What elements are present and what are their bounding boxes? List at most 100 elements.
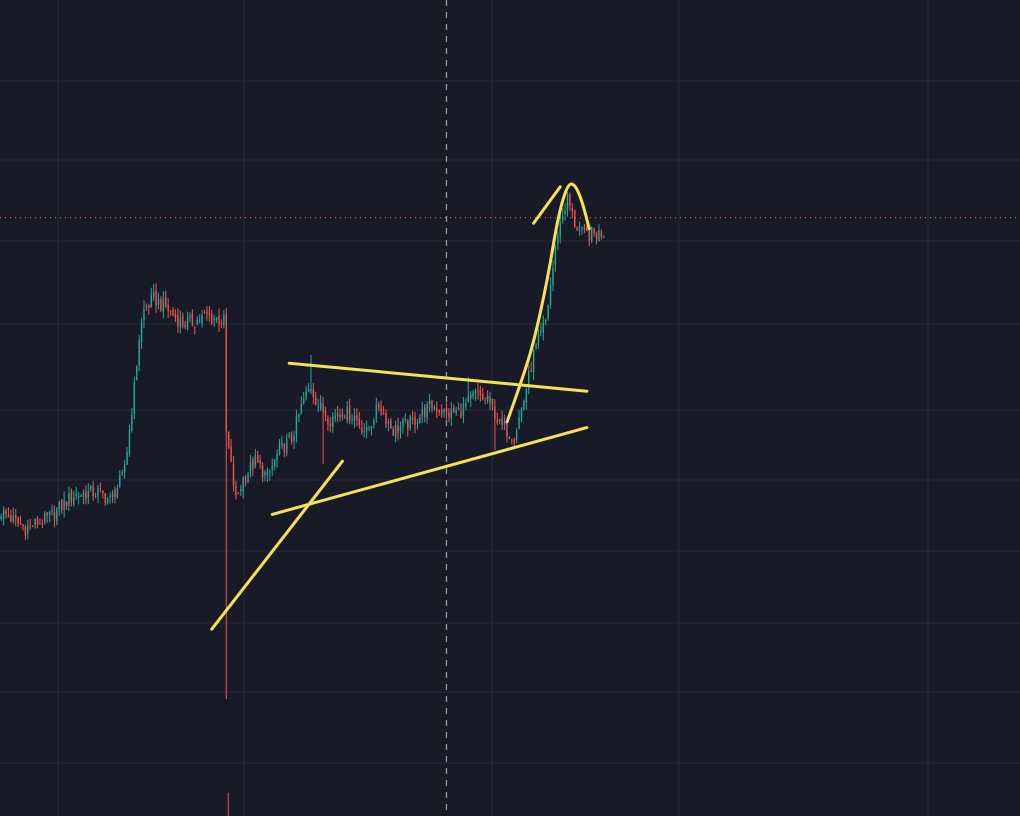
- candle-down: [312, 389, 315, 397]
- candle-up: [419, 416, 421, 424]
- candle-down: [184, 325, 186, 328]
- candle-up: [426, 404, 428, 419]
- candle-down: [230, 446, 232, 462]
- candle-down: [148, 304, 150, 308]
- descending-resistance[interactable]: [287, 361, 589, 393]
- candle-down: [501, 418, 503, 425]
- candle-down: [460, 410, 462, 418]
- candle-up: [409, 416, 411, 429]
- drawings[interactable]: [210, 182, 591, 631]
- candle-down: [24, 527, 27, 536]
- candle-down: [70, 491, 73, 502]
- candle-down: [569, 194, 571, 206]
- candle-up: [223, 314, 225, 326]
- candle-up: [215, 317, 218, 320]
- candle-down: [41, 523, 44, 525]
- candle-up: [68, 493, 70, 507]
- candle-up: [249, 462, 252, 472]
- candle-up: [138, 340, 140, 366]
- candle-up: [525, 389, 528, 402]
- candle-up: [433, 406, 436, 410]
- projection-arrow[interactable]: [505, 182, 591, 424]
- candle-up: [564, 210, 566, 214]
- candle-up: [254, 455, 257, 467]
- candle-down: [382, 412, 385, 414]
- candle-up: [590, 227, 593, 241]
- candle-up: [278, 443, 281, 455]
- candle-up: [198, 320, 201, 322]
- candle-up: [273, 459, 276, 468]
- candle-up: [298, 413, 300, 417]
- candle-up: [462, 403, 465, 416]
- candle-up: [455, 409, 457, 414]
- candle-up: [532, 350, 535, 373]
- candle-down: [10, 514, 12, 522]
- candle-up: [269, 471, 271, 473]
- candle-down: [513, 439, 515, 443]
- candle-up: [368, 428, 370, 430]
- candle-up: [457, 408, 460, 410]
- candle-down: [206, 311, 208, 314]
- candle-down: [482, 393, 484, 400]
- candle-down: [237, 493, 240, 495]
- candle-down: [259, 459, 261, 465]
- candle-up: [58, 501, 61, 510]
- candle-down: [477, 390, 479, 392]
- candle-up: [302, 398, 305, 404]
- candle-down: [336, 413, 339, 417]
- candle-up: [143, 308, 145, 321]
- candle-down: [576, 227, 578, 231]
- ascending-support[interactable]: [270, 426, 589, 516]
- candle-up: [126, 452, 128, 465]
- candle-up: [404, 418, 407, 421]
- candle-down: [203, 312, 206, 314]
- candle-up: [363, 431, 365, 433]
- candle-up: [119, 475, 121, 487]
- candle-down: [225, 313, 227, 432]
- candle-down: [92, 486, 94, 497]
- candle-up: [394, 425, 397, 437]
- steep-trendline[interactable]: [210, 459, 344, 631]
- candle-down: [348, 405, 351, 421]
- candle-up: [515, 430, 518, 440]
- candle-up: [90, 486, 92, 490]
- candle-up: [295, 415, 298, 435]
- candle-up: [266, 471, 269, 475]
- candle-up: [201, 315, 203, 324]
- candle-down: [60, 499, 63, 510]
- candle-up: [428, 400, 431, 404]
- candle-up: [140, 322, 143, 342]
- candle-up: [375, 403, 378, 419]
- candle-up: [540, 330, 542, 333]
- arrowhead-left-stroke[interactable]: [532, 185, 562, 225]
- candle-down: [423, 407, 426, 418]
- candle-down: [15, 514, 17, 518]
- candle-up: [157, 299, 160, 305]
- candle-down: [358, 418, 361, 426]
- candle-up: [421, 409, 424, 417]
- candle-up: [542, 322, 545, 333]
- candle-up: [489, 396, 491, 403]
- candle-up: [56, 508, 58, 522]
- candle-up: [75, 493, 77, 497]
- candle-down: [593, 228, 595, 234]
- candle-down: [448, 411, 450, 417]
- candle-down: [496, 419, 499, 423]
- candle-up: [416, 422, 419, 424]
- candle-up: [557, 235, 559, 244]
- candle-down: [194, 326, 196, 328]
- candle-up: [109, 495, 111, 497]
- candle-up: [51, 509, 53, 512]
- candle-up: [162, 298, 165, 312]
- candle-down: [191, 313, 194, 326]
- candle-up: [351, 419, 353, 421]
- candle-down: [438, 409, 440, 413]
- candle-up: [73, 497, 75, 505]
- candle-up: [544, 319, 547, 323]
- candle-down: [211, 313, 213, 323]
- candle-up: [131, 415, 133, 431]
- candle-down: [324, 411, 327, 417]
- candle-up: [319, 402, 322, 410]
